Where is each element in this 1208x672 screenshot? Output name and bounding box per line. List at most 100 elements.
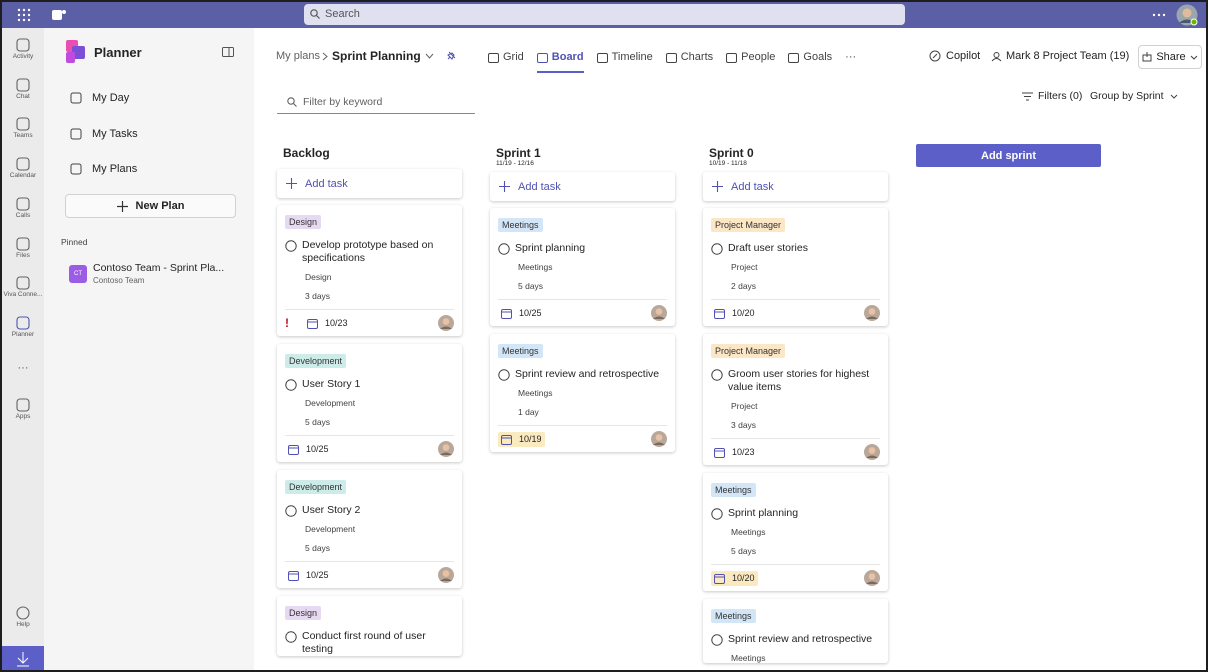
task-label: Meetings (498, 218, 543, 232)
assignee-avatar (651, 431, 667, 447)
rail-item[interactable]: Teams (2, 117, 44, 139)
share-button[interactable]: Share (1138, 45, 1202, 69)
board-column: Backlog Add task Design Develop prototype b… (277, 140, 462, 664)
rail-item[interactable]: Planner (2, 316, 44, 338)
assignee-avatar (438, 441, 454, 457)
task-title: Sprint planning (728, 507, 799, 519)
calendar-icon (307, 318, 318, 329)
task-bucket: Design (305, 272, 332, 282)
due-date: 10/25 (498, 306, 545, 321)
task-card[interactable]: Meetings Sprint review and retrospective M… (490, 334, 675, 452)
due-date: 10/20 (711, 570, 758, 586)
pin-icon[interactable] (446, 51, 456, 61)
task-duration: 3 days (305, 291, 331, 301)
view-tab[interactable]: Board (536, 45, 584, 73)
tab-icon (488, 52, 499, 63)
task-bucket: Project (731, 262, 758, 272)
more-tabs[interactable]: ··· (845, 51, 857, 63)
rail-label: Help (16, 621, 30, 628)
add-task-button[interactable]: Add task (703, 172, 888, 201)
filters-button[interactable]: Filters (0) (1022, 90, 1082, 102)
task-label: Meetings (498, 344, 543, 358)
more-icon[interactable] (1152, 13, 1166, 17)
add-task-label: Add task (518, 180, 561, 193)
task-card[interactable]: Project Manager Groom user stories for hi… (703, 334, 888, 465)
plus-icon (286, 178, 297, 189)
search-box[interactable]: Search (304, 4, 905, 25)
plus-icon (499, 181, 510, 192)
filters-label: Filters (0) (1038, 90, 1083, 102)
task-bucket: Project (731, 401, 758, 411)
rail-item[interactable]: Calendar (2, 157, 44, 179)
app-launcher[interactable] (17, 8, 31, 22)
teams-logo (52, 10, 66, 20)
view-tab[interactable]: Charts (665, 45, 713, 69)
rail-item[interactable]: Activity (2, 38, 44, 60)
view-tab[interactable]: Timeline (596, 45, 653, 69)
view-tab[interactable]: People (726, 45, 775, 69)
rail-item[interactable]: Help (2, 606, 44, 628)
add-task-button[interactable]: Add task (277, 169, 462, 198)
rail-item[interactable]: Viva Conne... (2, 276, 44, 298)
task-title: Groom user stories for highest value ite… (728, 368, 870, 393)
task-duration: 3 days (731, 420, 757, 430)
rail-label: Activity (12, 53, 34, 60)
team-button[interactable]: Mark 8 Project Team (19) (991, 50, 1129, 62)
tab-label: Board (551, 51, 584, 63)
task-label: Development (285, 354, 347, 368)
task-card[interactable]: Development User Story 1 Development 5 days… (277, 344, 462, 462)
task-title-row: Sprint review and retrospective (498, 368, 667, 381)
task-card[interactable]: Development User Story 2 Development 5 days… (277, 470, 462, 588)
rail-label: Files (16, 251, 30, 259)
tab-label: Goals (803, 51, 833, 63)
filter-input[interactable]: Filter by keyword (277, 90, 475, 114)
pinned-plan-name[interactable]: Contoso Team - Sprint Pla... (93, 262, 225, 274)
task-card[interactable]: Meetings Sprint planning Meetings 5 days 10/… (703, 473, 888, 591)
plan-dropdown[interactable] (425, 53, 434, 59)
nav-item[interactable]: My Plans (70, 163, 137, 175)
rail-item[interactable]: Files (2, 236, 44, 259)
copilot-button[interactable]: Copilot (929, 50, 980, 62)
rail-item[interactable]: Chat (2, 78, 44, 100)
rail-label: Chat (16, 92, 30, 100)
nav-item[interactable]: My Day (70, 92, 129, 104)
task-title-row: Conduct first round of user testing (285, 630, 454, 656)
complete-checkbox (711, 243, 723, 255)
nav-item[interactable]: My Tasks (70, 128, 138, 140)
group-by-button[interactable]: Group by Sprint (1090, 90, 1178, 102)
tab-icon (726, 52, 738, 63)
collapse-icon[interactable] (222, 47, 234, 57)
add-sprint-button[interactable]: Add sprint (916, 144, 1101, 167)
assignee-avatar (651, 305, 667, 321)
rail-item[interactable]: Calls (2, 197, 44, 219)
view-tab[interactable]: Grid (488, 45, 524, 69)
due-date: 10/19 (498, 431, 545, 447)
filter-placeholder: Filter by keyword (303, 95, 383, 108)
pinned-badge: CT (69, 265, 87, 283)
tab-icon (788, 52, 800, 63)
task-card[interactable]: Meetings Sprint planning Meetings 5 days 10/… (490, 208, 675, 326)
nav-icon (70, 163, 82, 175)
rail-item[interactable]: Apps (2, 398, 44, 420)
share-chevron (1190, 55, 1198, 60)
task-card[interactable]: Project Manager Draft user stories Project… (703, 208, 888, 326)
complete-checkbox (711, 508, 723, 520)
rail-label: Teams (13, 132, 33, 140)
download-icon (17, 652, 29, 667)
task-card[interactable]: Design Conduct first round of user testin… (277, 596, 462, 656)
task-card[interactable]: Design Develop prototype based on specifi… (277, 205, 462, 336)
rail-icon (16, 157, 30, 171)
task-card[interactable]: Meetings Sprint review and retrospective M… (703, 599, 888, 663)
task-bucket: Development (305, 524, 356, 534)
new-plan-label: New Plan (135, 200, 185, 212)
view-tab[interactable]: Goals (788, 45, 832, 69)
rail-more[interactable]: ··· (17, 362, 29, 374)
profile-avatar[interactable] (1176, 4, 1198, 26)
task-title-row: Sprint planning (711, 507, 880, 520)
download-button[interactable] (2, 646, 44, 670)
breadcrumb[interactable]: My plans (276, 50, 321, 62)
add-task-button[interactable]: Add task (490, 172, 675, 201)
due-date-label: 10/23 (325, 318, 348, 328)
calendar-icon (714, 573, 725, 584)
new-plan-button[interactable]: New Plan (65, 194, 236, 218)
